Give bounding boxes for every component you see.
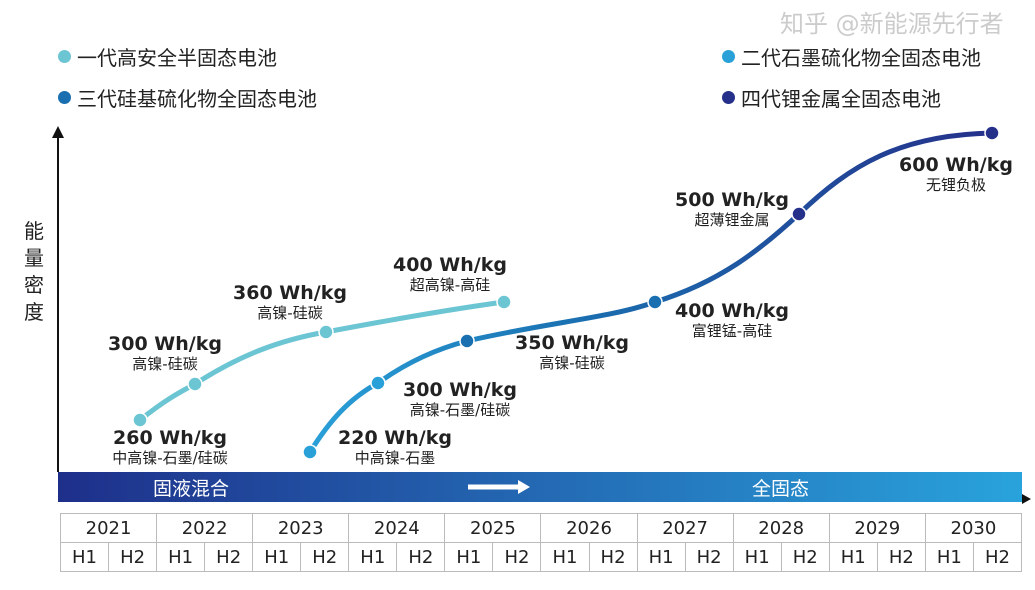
data-point <box>132 412 148 428</box>
legend-dot-icon <box>58 50 71 63</box>
legend-gen4: 四代锂金属全固态电池 <box>722 83 941 112</box>
point-label: 500 Wh/kg 超薄锂金属 <box>675 189 789 229</box>
half-cell: H2 <box>876 542 926 572</box>
year-cell: 2029 <box>828 513 926 543</box>
legend-dot-icon <box>58 91 71 104</box>
point-label: 400 Wh/kg 富锂锰-高硅 <box>675 300 789 340</box>
half-cell: H1 <box>156 542 206 572</box>
half-cell: H2 <box>396 542 446 572</box>
point-label: 600 Wh/kg 无锂负极 <box>899 154 1013 194</box>
point-label: 350 Wh/kg 高镍-硅碳 <box>515 332 629 372</box>
half-cell: H1 <box>924 542 974 572</box>
half-cell: H2 <box>492 542 542 572</box>
legend-label: 三代硅基硫化物全固态电池 <box>77 87 317 111</box>
point-label: 360 Wh/kg 高镍-硅碳 <box>233 282 347 322</box>
y-axis-label: 能量密度 <box>24 219 44 324</box>
half-cell: H2 <box>108 542 158 572</box>
legend-dot-icon <box>722 91 735 104</box>
year-cell: 2022 <box>156 513 254 543</box>
half-cell: H2 <box>204 542 254 572</box>
data-point <box>187 376 203 392</box>
half-cell: H1 <box>636 542 686 572</box>
half-cell: H1 <box>252 542 302 572</box>
data-point <box>647 294 663 310</box>
legend-gen1: 一代高安全半固态电池 <box>58 42 277 71</box>
band-label-solid: 全固态 <box>752 478 810 500</box>
half-cell: H1 <box>348 542 398 572</box>
gen1-curve <box>138 299 505 422</box>
year-cell: 2024 <box>348 513 446 543</box>
point-label: 300 Wh/kg 高镍-硅碳 <box>108 333 222 373</box>
half-cell: H1 <box>59 542 110 572</box>
legend-label: 一代高安全半固态电池 <box>77 46 277 70</box>
year-cell: 2021 <box>59 513 158 543</box>
year-cell: 2023 <box>252 513 350 543</box>
watermark: 知乎 @新能源先行者 <box>780 10 1004 38</box>
phase-band <box>58 472 1022 502</box>
half-cell: H1 <box>732 542 782 572</box>
data-point <box>370 375 386 391</box>
band-label-hybrid: 固液混合 <box>153 478 230 500</box>
point-label: 300 Wh/kg 高镍-石墨/硅碳 <box>403 379 517 419</box>
data-point <box>318 324 334 340</box>
data-point <box>791 206 807 222</box>
half-cell: H1 <box>444 542 494 572</box>
half-cell: H2 <box>972 542 1023 572</box>
data-point <box>459 333 475 349</box>
half-cell: H1 <box>540 542 590 572</box>
half-cell: H2 <box>588 542 638 572</box>
data-point <box>496 294 512 310</box>
year-cell: 2026 <box>540 513 638 543</box>
timeline-table: 2021 2022 2023 2024 2025 2026 2027 2028 2029 2030… <box>59 513 1023 572</box>
x-axis-arrow-icon <box>1022 494 1031 504</box>
year-cell: 2027 <box>636 513 734 543</box>
transition-arrowhead-icon <box>518 480 530 494</box>
half-cell: H2 <box>300 542 350 572</box>
legend-gen2: 二代石墨硫化物全固态电池 <box>722 42 981 71</box>
data-point <box>302 444 318 460</box>
year-cell: 2028 <box>732 513 830 543</box>
half-cell: H2 <box>684 542 734 572</box>
half-cell: H2 <box>780 542 830 572</box>
y-axis-arrow-icon <box>52 126 64 138</box>
half-cell: H1 <box>828 542 878 572</box>
year-cell: 2025 <box>444 513 542 543</box>
data-point <box>984 125 1000 141</box>
legend-gen3: 三代硅基硫化物全固态电池 <box>58 83 317 112</box>
legend-dot-icon <box>722 50 735 63</box>
point-label: 260 Wh/kg 中高镍-石墨/硅碳 <box>112 427 228 467</box>
legend-label: 二代石墨硫化物全固态电池 <box>741 46 981 70</box>
legend-label: 四代锂金属全固态电池 <box>741 87 941 111</box>
point-label: 400 Wh/kg 超高镍-高硅 <box>393 254 507 294</box>
point-label: 220 Wh/kg 中高镍-石墨 <box>338 427 452 467</box>
year-cell: 2030 <box>924 513 1023 543</box>
